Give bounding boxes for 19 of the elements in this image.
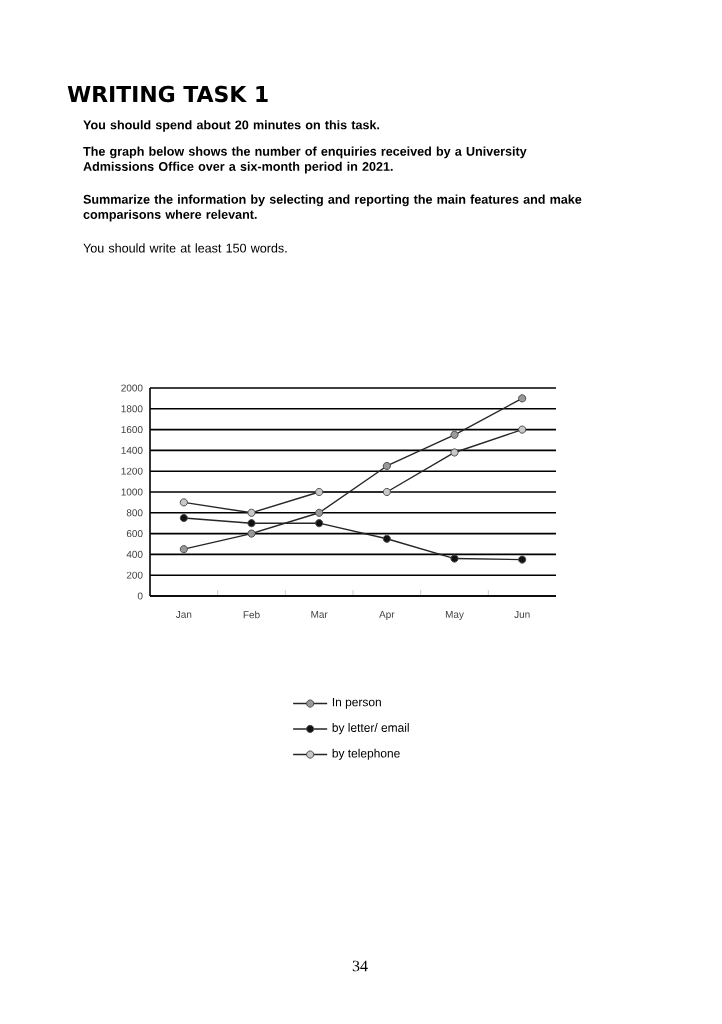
point — [247, 519, 256, 528]
point — [450, 554, 459, 563]
point — [179, 498, 188, 507]
point — [450, 430, 459, 439]
point — [382, 534, 391, 543]
point — [315, 508, 324, 517]
point — [382, 461, 391, 471]
point — [179, 545, 188, 554]
chart-title: WRITING TASK 1 — [67, 85, 268, 103]
point — [518, 394, 527, 403]
point — [247, 508, 256, 517]
point — [382, 487, 391, 497]
point — [315, 487, 324, 497]
point — [450, 448, 459, 457]
point — [315, 519, 324, 528]
point — [179, 513, 188, 523]
point — [247, 529, 256, 538]
point — [518, 555, 527, 564]
point — [518, 425, 527, 434]
